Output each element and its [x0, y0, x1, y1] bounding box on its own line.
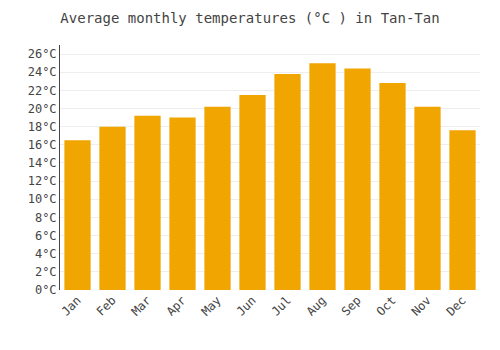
- svg-text:22°C: 22°C: [28, 84, 57, 98]
- svg-text:12°C: 12°C: [28, 174, 57, 188]
- svg-text:6°C: 6°C: [35, 229, 57, 243]
- svg-text:Jun: Jun: [234, 293, 259, 318]
- svg-text:14°C: 14°C: [28, 156, 57, 170]
- svg-text:Dec: Dec: [444, 293, 469, 318]
- svg-text:10°C: 10°C: [28, 192, 57, 206]
- svg-text:Apr: Apr: [164, 293, 189, 318]
- svg-text:May: May: [199, 293, 224, 318]
- svg-text:Mar: Mar: [129, 293, 154, 318]
- svg-text:20°C: 20°C: [28, 102, 57, 116]
- svg-text:0°C: 0°C: [35, 283, 57, 297]
- svg-text:Nov: Nov: [409, 293, 434, 318]
- svg-text:Aug: Aug: [304, 293, 329, 318]
- svg-text:Jan: Jan: [59, 293, 84, 318]
- svg-text:Oct: Oct: [374, 293, 399, 318]
- svg-text:16°C: 16°C: [28, 138, 57, 152]
- svg-text:26°C: 26°C: [28, 47, 57, 61]
- svg-text:18°C: 18°C: [28, 120, 57, 134]
- svg-text:2°C: 2°C: [35, 265, 57, 279]
- svg-text:4°C: 4°C: [35, 247, 57, 261]
- svg-text:24°C: 24°C: [28, 65, 57, 79]
- svg-text:8°C: 8°C: [35, 211, 57, 225]
- svg-text:Average monthly temperatures (: Average monthly temperatures (°C ) in Ta…: [60, 10, 439, 26]
- svg-text:Jul: Jul: [269, 293, 294, 318]
- svg-text:Feb: Feb: [94, 293, 119, 318]
- svg-text:Sep: Sep: [339, 293, 364, 318]
